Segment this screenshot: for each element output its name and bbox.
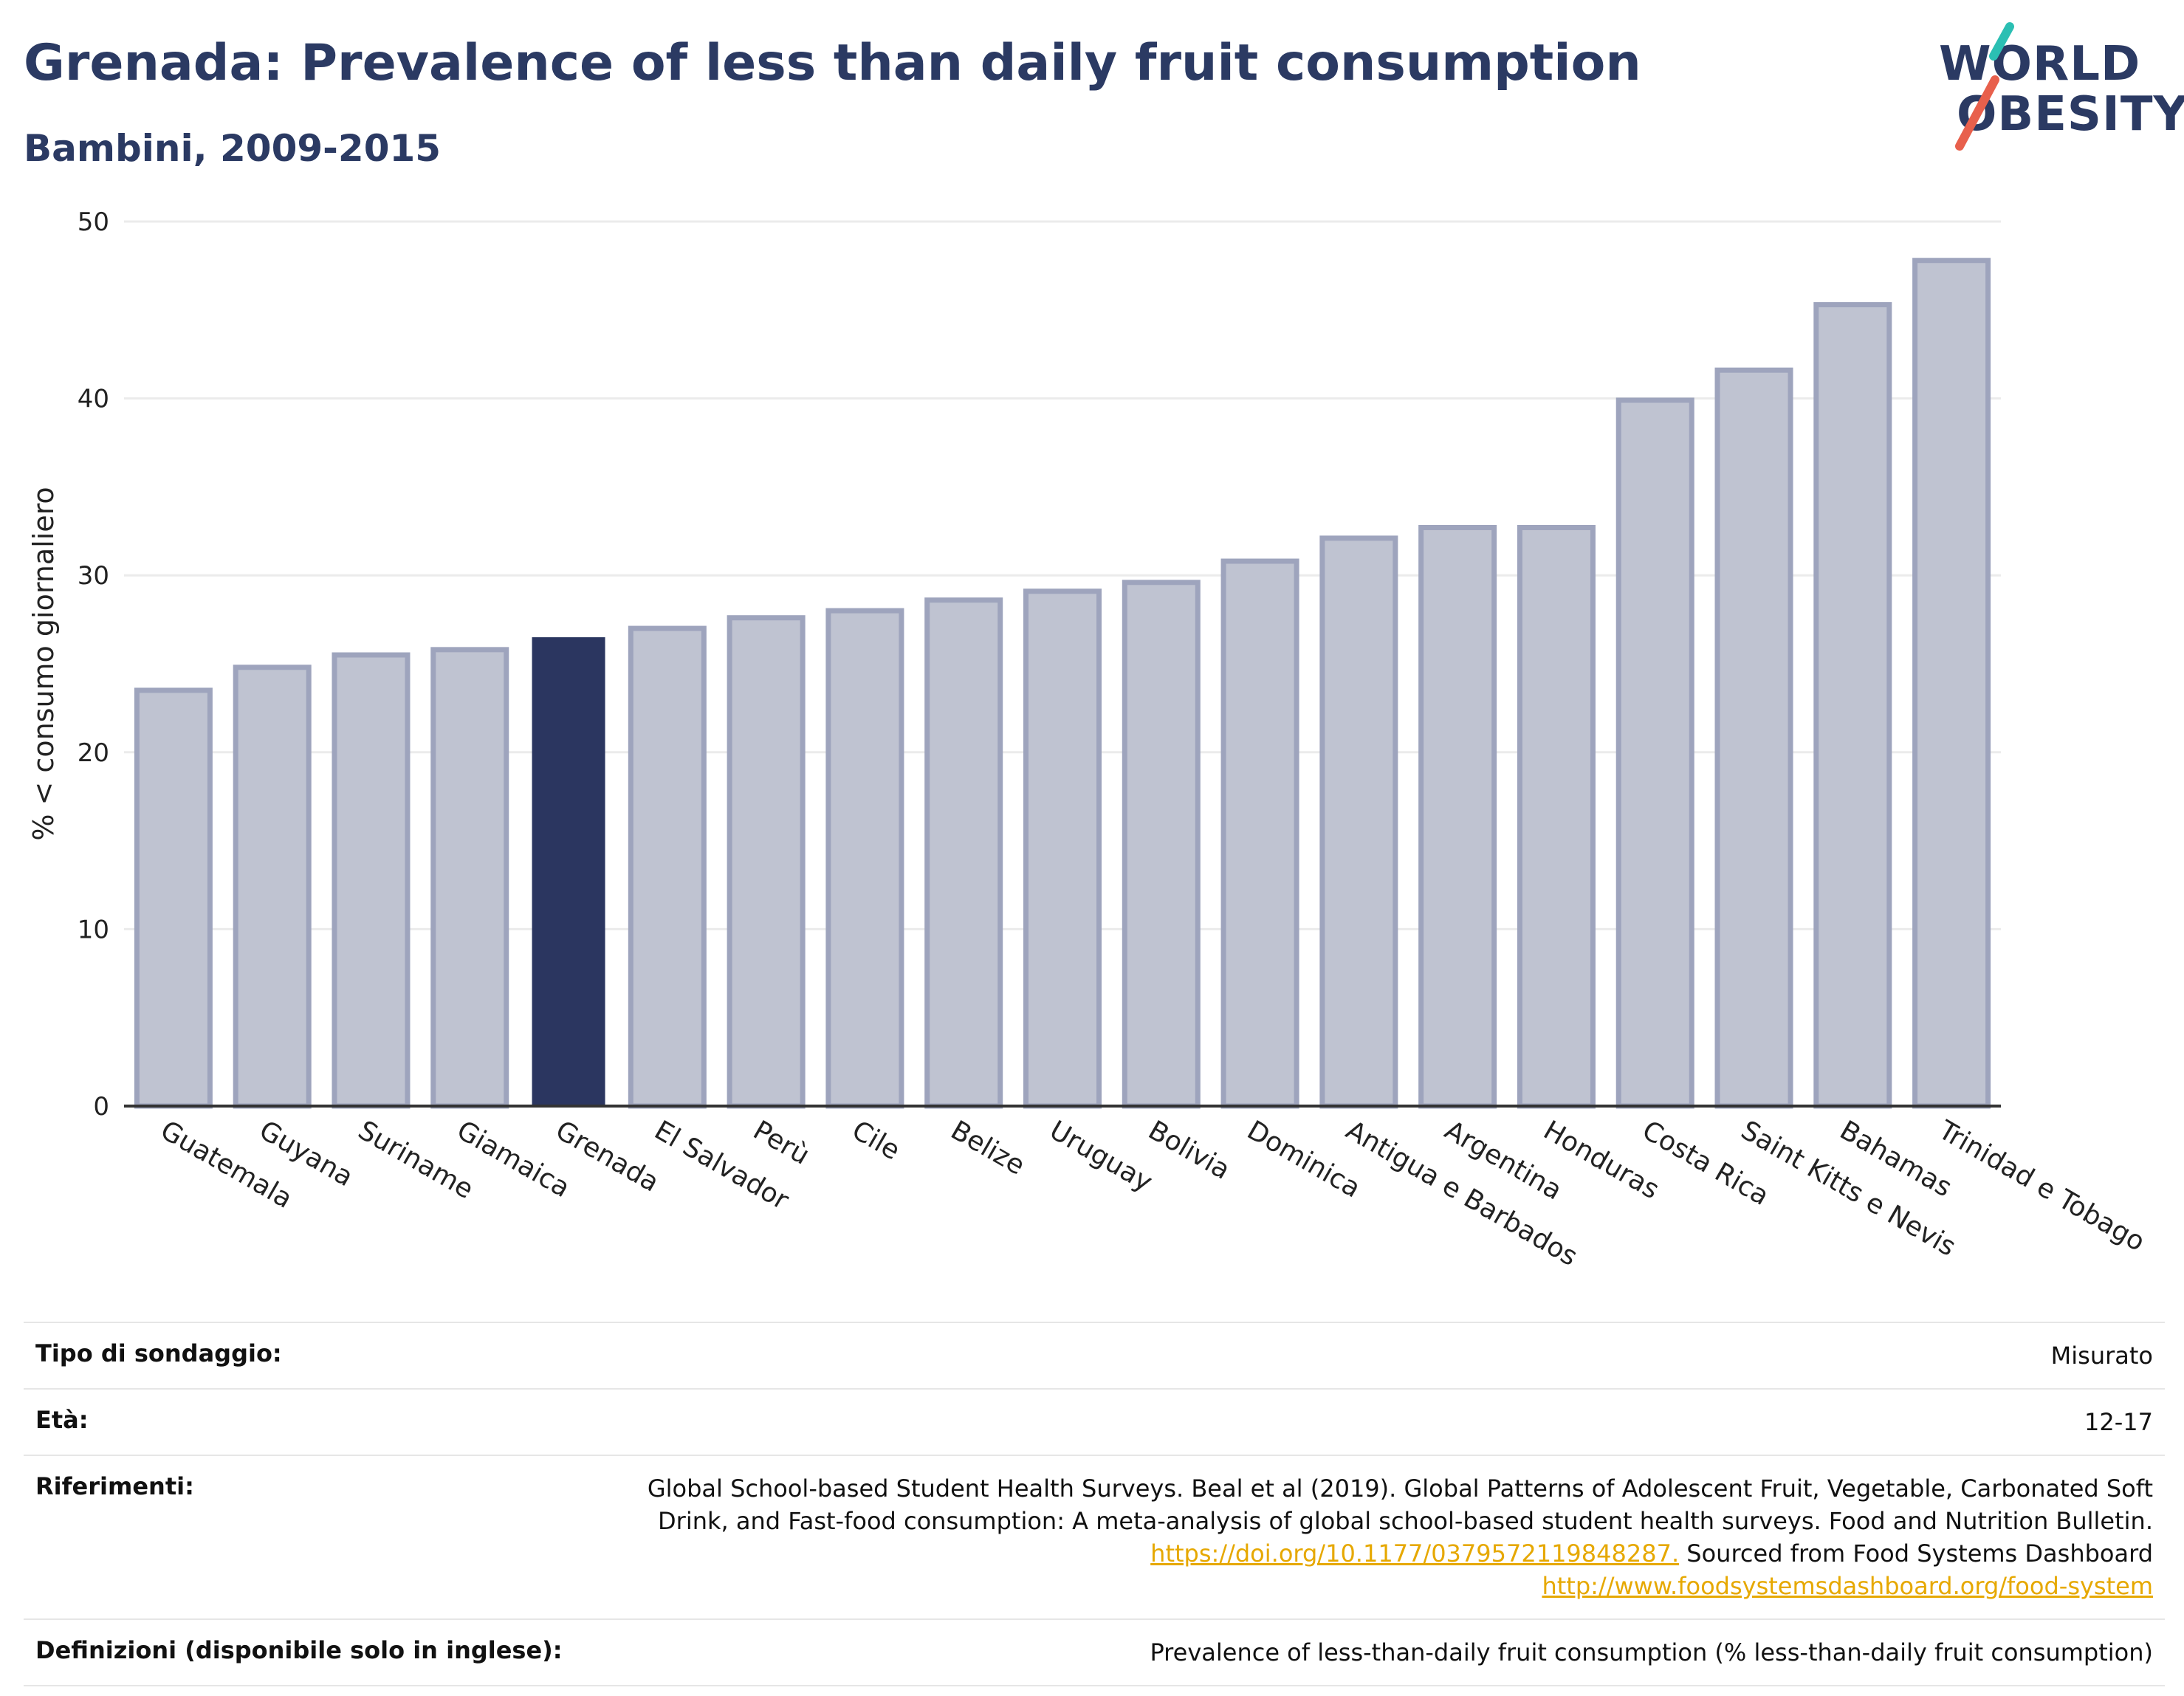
info-value: 12-17 (2084, 1408, 2153, 1436)
chart-subtitle: Bambini, 2009-2015 (24, 127, 442, 170)
bar-saint-kitts-e-nevis[interactable] (1714, 367, 1793, 1109)
x-tick-label: Dominica (1242, 1115, 1365, 1204)
world-obesity-logo: WORLD OBESITY (1927, 21, 2184, 161)
bar-belize[interactable] (924, 597, 1003, 1109)
bar-argentina[interactable] (1418, 525, 1497, 1109)
bar-costa-rica[interactable] (1615, 397, 1694, 1109)
bar-antigua-e-barbados[interactable] (1319, 535, 1398, 1109)
bar-chart: 0 10 20 30 40 50 GuatemalaGuyanaSurinameGiama… (27, 207, 2150, 1272)
info-row-references: Riferimenti: Global School-based Student… (24, 1455, 2165, 1619)
x-axis-ticks: GuatemalaGuyanaSurinameGiamaicaGrenadaEl… (155, 1115, 2149, 1272)
bar-trinidad-e-tobago[interactable] (1912, 258, 1991, 1109)
bar-cile[interactable] (825, 608, 904, 1109)
y-axis-ticks: 0 10 20 30 40 50 (78, 207, 109, 1122)
x-tick-label: Cile (847, 1115, 905, 1166)
bar-honduras[interactable] (1517, 525, 1596, 1109)
x-tick-label: Uruguay (1045, 1115, 1158, 1198)
bar-bolivia[interactable] (1122, 580, 1201, 1109)
info-value: Misurato (2050, 1342, 2153, 1370)
info-label: Età: (35, 1406, 89, 1434)
y-tick-label: 10 (78, 915, 109, 944)
references-text: Global School-based Student Health Surve… (647, 1474, 2153, 1535)
info-value-references: Global School-based Student Health Surve… (608, 1455, 2165, 1619)
y-tick-label: 20 (78, 738, 109, 768)
y-tick-label: 50 (78, 207, 109, 237)
bar-giamaica[interactable] (430, 647, 509, 1109)
bar-uruguay[interactable] (1023, 588, 1102, 1109)
bar-per-[interactable] (727, 615, 806, 1109)
y-tick-label: 0 (93, 1092, 109, 1122)
info-table: Tipo di sondaggio: Misurato Età: 12-17 R… (24, 1322, 2165, 1686)
bars (134, 258, 1991, 1109)
dashboard-link[interactable]: http://www.foodsystemsdashboard.org/food… (1542, 1572, 2153, 1600)
bar-bahamas[interactable] (1813, 302, 1892, 1109)
logo-slash-icon (1955, 22, 2014, 151)
doi-link[interactable]: https://doi.org/10.1177/0379572119848287… (1150, 1539, 1680, 1568)
info-label: Tipo di sondaggio: (35, 1339, 282, 1367)
info-label: Definizioni (disponibile solo in inglese… (35, 1636, 563, 1664)
references-mid-text: Sourced from Food Systems Dashboard (1679, 1539, 2153, 1568)
info-row-age: Età: 12-17 (24, 1389, 2165, 1455)
bar-el-salvador[interactable] (628, 625, 707, 1109)
x-tick-label: Bolivia (1143, 1115, 1235, 1186)
bar-grenada[interactable] (532, 637, 605, 1106)
info-value: Prevalence of less-than-daily fruit cons… (1150, 1638, 2153, 1666)
y-tick-label: 40 (78, 385, 109, 414)
info-row-definitions: Definizioni (disponibile solo in inglese… (24, 1619, 2165, 1686)
logo-line-1: WORLD (1939, 37, 2141, 92)
bar-guatemala[interactable] (134, 687, 213, 1109)
info-label: Riferimenti: (35, 1472, 194, 1500)
logo-line-2: OBESITY (1957, 87, 2184, 142)
bar-suriname[interactable] (332, 652, 411, 1109)
x-tick-label: Perù (748, 1115, 814, 1171)
info-row-survey-type: Tipo di sondaggio: Misurato (24, 1322, 2165, 1389)
x-tick-label: Trinidad e Tobago (1933, 1115, 2150, 1257)
y-axis-label: % < consumo giornaliero (27, 487, 60, 840)
chart-title: Grenada: Prevalence of less than daily f… (24, 34, 1641, 92)
x-tick-label: Belize (946, 1115, 1030, 1181)
y-tick-label: 30 (78, 561, 109, 591)
bar-dominica[interactable] (1220, 558, 1299, 1109)
bar-guyana[interactable] (233, 665, 312, 1109)
